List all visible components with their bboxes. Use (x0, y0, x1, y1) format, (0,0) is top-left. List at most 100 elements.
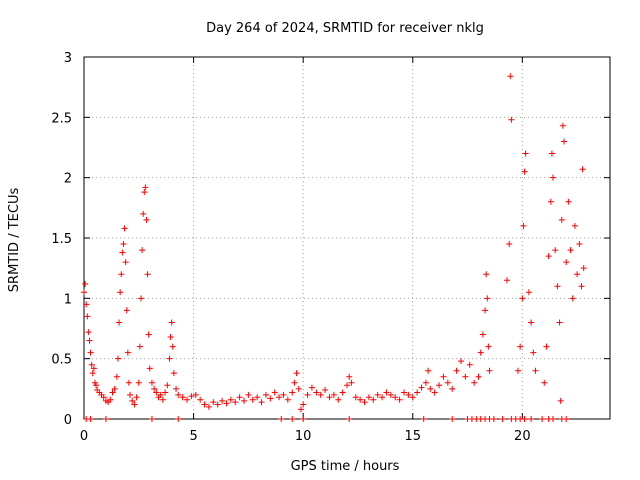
data-point (550, 416, 557, 422)
data-point (563, 416, 570, 422)
data-point (357, 396, 364, 403)
data-point (565, 198, 572, 205)
data-point (396, 396, 403, 403)
data-point (145, 331, 152, 338)
data-point (427, 385, 434, 392)
data-point (479, 331, 486, 338)
data-point (90, 365, 97, 372)
data-point (543, 343, 550, 350)
data-point (131, 401, 138, 408)
data-point (278, 416, 285, 422)
data-point (146, 365, 153, 372)
data-point (135, 379, 142, 386)
data-point (258, 399, 265, 406)
data-point (548, 150, 555, 157)
data-point (506, 241, 513, 248)
data-point (111, 385, 118, 392)
data-point (482, 307, 489, 314)
x-tick-label: 20 (514, 429, 531, 444)
data-point (475, 373, 482, 380)
data-point (563, 259, 570, 266)
data-point (119, 249, 126, 256)
data-point (188, 393, 195, 400)
data-point (184, 396, 191, 403)
data-point (348, 379, 355, 386)
data-point (300, 416, 307, 422)
data-point (166, 355, 173, 362)
data-point (84, 313, 91, 320)
data-point (153, 389, 160, 396)
data-point (379, 394, 386, 401)
data-point (525, 289, 532, 296)
data-point (304, 391, 311, 398)
y-tick-label: 2 (64, 172, 72, 187)
chart-title: Day 264 of 2024, SRMTID for receiver nkl… (206, 21, 484, 36)
data-point (167, 333, 174, 340)
data-point (192, 391, 199, 398)
data-point (88, 361, 95, 368)
data-point (541, 379, 548, 386)
data-point (114, 355, 121, 362)
x-tick-label: 0 (80, 429, 88, 444)
data-point (280, 391, 287, 398)
data-point (140, 210, 147, 217)
data-point (558, 216, 565, 223)
data-point (539, 416, 546, 422)
data-point (449, 416, 456, 422)
data-point (271, 389, 278, 396)
ticks: 0 0.5 1 1.5 2 2.5 3 0 5 10 15 20 (51, 51, 610, 444)
data-point (477, 349, 484, 356)
data-point (485, 343, 492, 350)
data-point (308, 384, 315, 391)
data-point (240, 397, 247, 404)
data-point (124, 349, 131, 356)
data-point (576, 241, 583, 248)
data-point (254, 394, 261, 401)
data-point (557, 397, 564, 404)
data-point (289, 389, 296, 396)
data-point (144, 271, 151, 278)
data-point (574, 271, 581, 278)
data-point (262, 391, 269, 398)
data-point (545, 253, 552, 260)
data-point (567, 247, 574, 254)
data-point (552, 247, 559, 254)
y-tick-label: 1.5 (51, 232, 72, 247)
data-point (201, 401, 208, 408)
data-point (291, 379, 298, 386)
data-point (148, 379, 155, 386)
data-point (157, 391, 164, 398)
data-point (232, 399, 239, 406)
data-point (519, 295, 526, 302)
data-point (127, 391, 134, 398)
data-point (499, 416, 506, 422)
plot-frame (83, 56, 611, 420)
y-tick-label: 3 (64, 51, 72, 66)
data-point (289, 416, 296, 422)
data-point (151, 385, 158, 392)
data-point (556, 319, 563, 326)
data-point (313, 389, 320, 396)
data-point (87, 416, 94, 422)
data-point (436, 382, 443, 389)
data-point (142, 184, 149, 191)
data-point (123, 307, 130, 314)
data-point (335, 396, 342, 403)
data-point (322, 387, 329, 394)
data-point (559, 122, 566, 129)
data-point (89, 370, 96, 377)
data-point (197, 396, 204, 403)
data-point (560, 138, 567, 145)
data-point (267, 395, 274, 402)
data-point (409, 394, 416, 401)
data-point (175, 391, 182, 398)
data-point (490, 416, 497, 422)
data-point (522, 150, 529, 157)
data-point (85, 329, 92, 336)
data-point (83, 301, 90, 308)
data-point (530, 349, 537, 356)
data-point (159, 396, 166, 403)
data-point (387, 391, 394, 398)
data-point (569, 295, 576, 302)
